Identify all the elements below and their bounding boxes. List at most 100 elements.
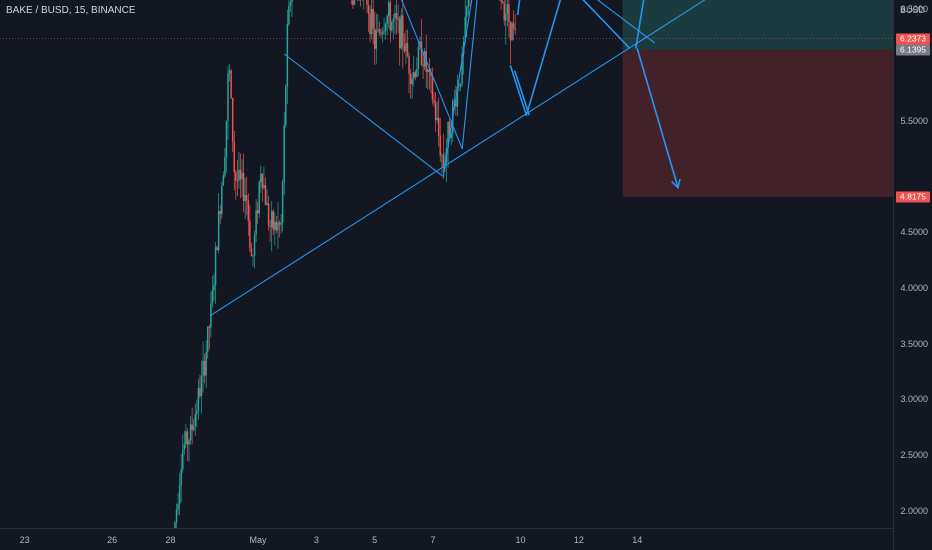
candle-body <box>214 247 217 285</box>
candle-body <box>392 18 395 22</box>
candle-body <box>194 413 197 426</box>
candle-body <box>280 222 282 225</box>
candle-body <box>249 220 251 249</box>
candle-body <box>178 485 181 505</box>
candle-body <box>402 15 404 47</box>
inner-wedge-line <box>283 53 444 178</box>
candle-body <box>213 284 215 291</box>
candle-body <box>211 290 214 304</box>
candle-body <box>514 28 516 30</box>
candle-body <box>386 15 388 24</box>
candle-body <box>412 72 415 79</box>
candle-body <box>508 4 510 22</box>
candle-body <box>291 0 293 3</box>
chart-canvas[interactable] <box>0 0 893 528</box>
candle-body <box>447 121 449 148</box>
price-badge-stop-loss: 4.8175 <box>896 191 930 203</box>
candle-body <box>275 221 278 231</box>
candle-body <box>456 86 459 107</box>
candle-body <box>278 222 281 225</box>
candle-body <box>503 3 506 21</box>
candle-body <box>511 23 513 41</box>
candle-body <box>433 99 435 103</box>
candle-body <box>370 8 373 35</box>
candle-body <box>256 210 259 214</box>
candle-body <box>228 70 231 73</box>
price-tick-label: 3.0000 <box>900 394 928 405</box>
candle-body <box>219 211 221 215</box>
candle-body <box>380 33 382 35</box>
candle-body <box>196 410 198 414</box>
currency-label[interactable]: BUSD <box>900 5 926 15</box>
symbol-title[interactable]: BAKE / BUSD, 15, BINANCE <box>6 5 136 16</box>
upper-trendline <box>596 0 656 44</box>
candle-body <box>208 326 211 328</box>
candle-body <box>289 2 292 6</box>
stop-loss-zone <box>622 49 893 197</box>
candle-body <box>388 2 390 16</box>
lower-trendline <box>209 0 706 317</box>
candle-body <box>409 73 412 85</box>
candle-body <box>369 14 371 35</box>
candle-body <box>367 4 370 15</box>
candle-body <box>422 64 424 67</box>
candle-body <box>458 86 460 88</box>
candle-body <box>395 13 398 20</box>
candle-body <box>247 200 250 221</box>
candle-body <box>466 6 468 17</box>
candle-body <box>461 54 463 84</box>
price-tick-label: 2.5000 <box>900 450 928 461</box>
price-chart[interactable] <box>0 0 893 528</box>
candle-body <box>509 21 512 41</box>
time-axis[interactable]: 23 26 28 May 3 5 7 10 12 14 <box>0 528 893 550</box>
candle-body <box>227 72 229 121</box>
candle-body <box>203 360 206 376</box>
candle-body <box>389 2 392 31</box>
candle-body <box>274 221 276 230</box>
candle-body <box>255 210 257 235</box>
candle-body <box>372 8 374 29</box>
candle-body <box>244 195 246 202</box>
candle-body <box>408 55 410 74</box>
candle-body <box>512 23 515 29</box>
candle-body <box>286 24 289 87</box>
arrow-stop-loss <box>636 48 679 188</box>
time-tick-label: 7 <box>430 535 436 545</box>
candle-body <box>398 18 401 49</box>
price-tick-label: 4.5000 <box>900 227 928 238</box>
candle-body <box>250 248 253 257</box>
price-axis[interactable]: BUSD 10.500010.00009.50009.00008.00007.5… <box>893 0 932 550</box>
candle-body <box>281 182 284 223</box>
time-tick-label: 23 <box>19 535 30 545</box>
candle-body <box>199 387 201 397</box>
candle-body <box>183 444 186 450</box>
price-tick-label: 4.0000 <box>900 283 928 294</box>
candle-body <box>246 195 248 201</box>
candle-body <box>464 16 466 42</box>
time-tick-label: 3 <box>313 535 319 545</box>
price-badge-last-price: 6.2373 <box>896 33 930 45</box>
candle-body <box>436 117 438 120</box>
candle-body <box>189 424 192 441</box>
candle-body <box>272 211 275 230</box>
candle-body <box>381 31 384 35</box>
candle-body <box>453 99 456 102</box>
candle-body <box>267 203 270 226</box>
time-tick-label: May <box>249 535 267 545</box>
candle-body <box>377 29 379 31</box>
candle-body <box>375 30 378 49</box>
candle-body <box>242 172 245 202</box>
candle-body <box>391 21 393 31</box>
time-tick-label: 5 <box>372 535 378 545</box>
triangle-edge-line <box>461 0 478 149</box>
candle-body <box>441 155 443 156</box>
candle-body <box>288 5 290 25</box>
time-tick-label: 26 <box>107 535 118 545</box>
candle-body <box>192 425 195 431</box>
candles <box>174 0 516 528</box>
candle-body <box>352 0 354 5</box>
candle-body <box>241 172 243 180</box>
candle-body <box>205 352 207 376</box>
candle-body <box>400 15 403 49</box>
time-tick-label: 14 <box>632 535 643 545</box>
